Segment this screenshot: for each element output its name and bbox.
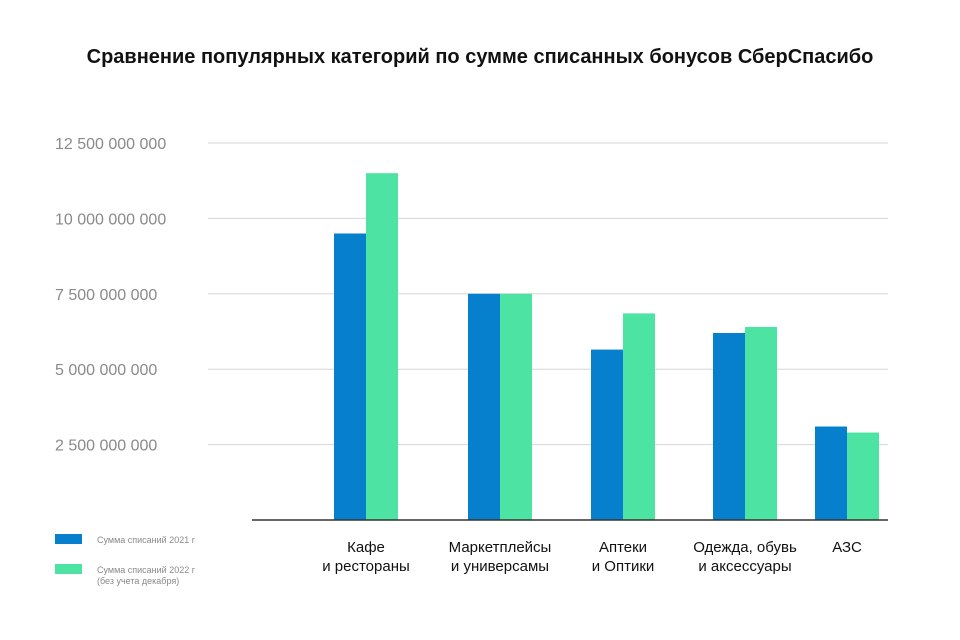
category-label: Аптеки и Оптики [592, 539, 655, 575]
category-label: АЗС [832, 539, 862, 556]
y-tick-label: 7 500 000 000 [55, 287, 157, 304]
y-tick-label: 5 000 000 000 [55, 362, 157, 379]
legend: Сумма списаний 2021 г Сумма списаний 2022… [55, 534, 196, 586]
y-tick-labels: 2 500 000 000 5 000 000 000 7 500 000 000 1… [55, 136, 166, 455]
category-label: Маркетплейсы и универсамы [449, 539, 552, 575]
bar [713, 333, 745, 520]
category-labels: Кафе и рестораны Маркетплейсы и универсамы А… [322, 539, 862, 575]
legend-label: Сумма списаний 2021 г [97, 535, 196, 545]
bar [500, 293, 532, 520]
y-tick-label: 10 000 000 000 [55, 211, 166, 228]
bar [847, 432, 879, 520]
bars [334, 173, 879, 521]
legend-swatch [55, 564, 82, 574]
y-tick-label: 2 500 000 000 [55, 438, 157, 455]
y-tick-label: 12 500 000 000 [55, 136, 166, 153]
chart-title: Сравнение популярных категорий по сумме … [86, 46, 874, 68]
gridlines [208, 142, 888, 446]
bar [623, 313, 655, 520]
bar [815, 426, 847, 520]
legend-label: Сумма списаний 2022 г (без учета декабря) [97, 565, 196, 586]
bar [366, 173, 398, 520]
bar [745, 326, 777, 520]
category-label: Одежда, обувь и аксессуары [693, 539, 797, 575]
bar [468, 293, 500, 520]
bar [591, 349, 623, 520]
bar [334, 233, 366, 521]
legend-swatch [55, 534, 82, 544]
category-label: Кафе и рестораны [322, 539, 410, 575]
